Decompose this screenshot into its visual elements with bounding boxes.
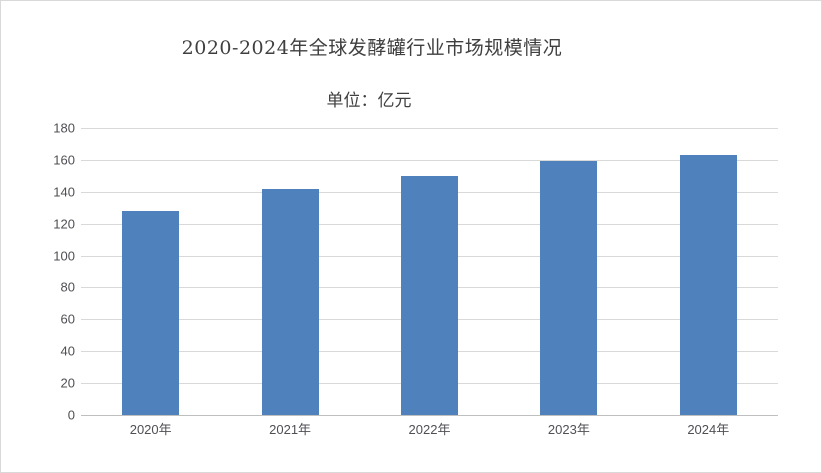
- y-tick-label-180: 180: [53, 120, 75, 136]
- bar-2021年: [261, 188, 319, 415]
- x-axis-line: [81, 415, 778, 416]
- gridline-160: [81, 159, 778, 161]
- y-tick-label-40: 40: [60, 343, 75, 359]
- y-tick-label-160: 160: [53, 152, 75, 168]
- chart-unit-label: 单位：亿元: [326, 91, 412, 111]
- y-tick-label-80: 80: [60, 279, 75, 295]
- gridline-180: [81, 128, 778, 129]
- x-tick-label-2023年: 2023年: [547, 422, 590, 437]
- bar-2024年: [679, 155, 737, 415]
- x-tick-label-2021年: 2021年: [269, 422, 312, 437]
- bar-2022年: [401, 175, 458, 415]
- y-tick-label-140: 140: [53, 184, 75, 200]
- x-tick-label-2022年: 2022年: [408, 422, 451, 437]
- y-tick-label-100: 100: [53, 248, 75, 264]
- y-tick-label-20: 20: [60, 375, 75, 391]
- bar-2023年: [540, 161, 598, 415]
- y-tick-label-0: 0: [67, 407, 75, 423]
- bar-2020年: [122, 210, 180, 415]
- y-tick-label-60: 60: [60, 311, 75, 327]
- x-tick-label-2024年: 2024年: [687, 422, 730, 437]
- y-tick-label-120: 120: [53, 216, 75, 232]
- x-tick-label-2020年: 2020年: [129, 422, 172, 437]
- chart-title: 2020-2024年全球发酵罐行业市场规模情况: [181, 37, 563, 59]
